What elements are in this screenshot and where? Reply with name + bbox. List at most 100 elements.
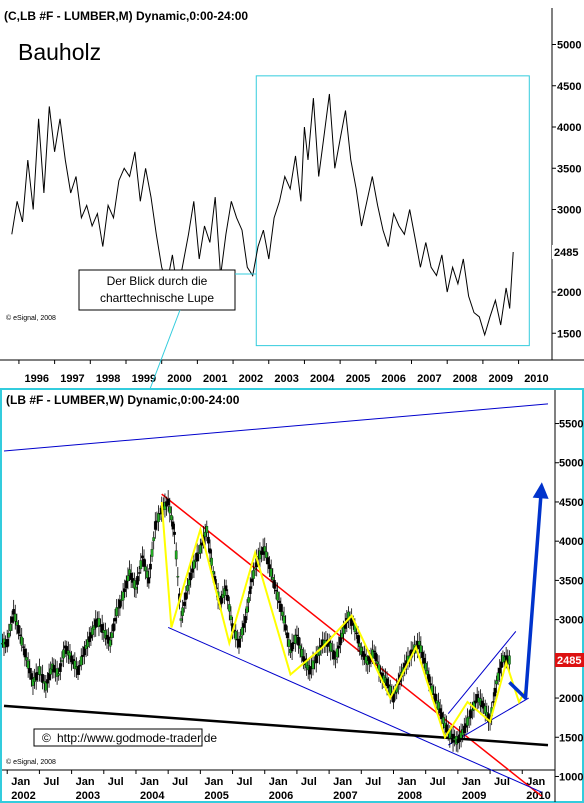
candle-body-206 [332,650,336,660]
top-panel: (C,LB #F - LUMBER,M) Dynamic,0:00-24:00 … [0,8,584,390]
bottom-x-tick-label-8: Jan [269,776,288,788]
weekly-candles [1,490,511,753]
bottom-x-tick-label-11: Jul [365,776,381,788]
candle-body-126 [203,531,207,537]
bottom-x-tick-label-14: Jan [462,776,481,788]
candle-body-55 [89,632,93,639]
candle-body-220 [355,632,358,635]
candle-body-165 [266,557,270,565]
candle-body-174 [281,611,284,616]
candle-body-47 [76,666,80,675]
top-x-tick-label-9: 2005 [346,373,370,385]
candle-body-153 [247,597,250,603]
candle-body-299 [482,703,485,709]
candle-body-103 [166,498,170,506]
candle-body-170 [274,589,278,592]
bottom-x-tick-label-1: Jul [43,776,59,788]
candle-body-315 [508,655,511,665]
candle-body-284 [458,734,461,742]
candle-body-271 [437,701,440,710]
top-x-tick-label-13: 2009 [488,373,512,385]
candle-body-129 [208,548,212,554]
candle-body-14 [23,648,27,658]
candle-body-87 [141,555,144,559]
candle-body-177 [285,632,289,639]
zigzag-wave-line [160,501,527,740]
candle-body-83 [134,586,138,590]
bottom-x-tick-label-12: Jan [397,776,416,788]
bottom-x-tick-label-0: Jan [11,776,30,788]
candle-body-150 [242,623,246,628]
candle-body-152 [245,606,249,613]
candle-body-69 [112,623,115,632]
rising-channel-high-line [447,631,517,715]
candle-body-232 [374,652,378,662]
candle-body-16 [26,660,30,669]
candle-body-276 [445,724,448,733]
bottom-x-tick-label-9: Jul [301,776,317,788]
candle-body-280 [451,733,455,743]
candle-body-88 [142,558,146,567]
top-x-tick-label-10: 2006 [381,373,405,385]
candle-body-145 [234,630,238,640]
bottom-x-tick-label-5: Jul [172,776,188,788]
candle-body-17 [28,667,32,674]
candle-body-21 [34,672,38,681]
top-x-tick-label-14: 2010 [524,373,548,385]
url-box [33,728,203,747]
chart-label-bauholz: Bauholz [18,39,101,65]
bottom-x-tick-label-4: Jan [140,776,159,788]
candle-body-92 [149,563,152,570]
bottom-x-tick-label-6: Jan [204,776,223,788]
bottom-x-tick-year-14: 2009 [462,790,486,802]
candle-body-195 [314,654,318,664]
candle-body-11 [18,634,22,637]
bottom-x-tick-labels: Jan 2002 Jul Jan 2003 Jul Jan 2004 Jul Jan 2005 Jul… [6,770,551,802]
candle-body-136 [219,595,223,605]
bottom-y-tick-label-5: 3500 [559,575,583,587]
candle-body-10 [17,625,20,634]
top-y-tick-label-0: 1500 [557,328,581,340]
candle-body-109 [176,576,180,578]
candle-body-56 [91,627,94,635]
candle-body-79 [128,569,131,576]
candle-body-241 [388,685,392,695]
candle-body-263 [424,662,428,671]
candle-body-172 [277,600,281,604]
top-x-tick-label-0: 1996 [25,373,49,385]
bottom-x-tick-label-2: Jan [76,776,95,788]
top-y-tick-labels: 15002000250030003500400045005000 [552,40,581,340]
candle-body-151 [244,616,247,624]
zoom-highlight-box [255,75,530,347]
candle-body-105 [170,515,173,521]
candle-body-8 [13,613,17,622]
down-trend-line [161,493,543,797]
candle-body-261 [421,651,424,658]
bottom-copyright: © eSignal, 2008 [6,758,56,766]
candle-body-137 [221,594,225,598]
candle-body-305 [491,701,495,703]
candle-body-37 [60,660,64,662]
candle-body-80 [129,572,133,580]
candle-body-180 [290,642,294,652]
candle-body-85 [137,572,141,574]
candle-body-35 [57,673,61,676]
candle-body-212 [342,626,345,634]
bottom-current-price-tag [555,653,584,667]
candle-body-73 [118,599,122,609]
candle-body-23 [38,666,41,675]
candle-body-25 [41,674,44,683]
candle-body-138 [223,588,226,596]
candle-body-300 [483,705,487,714]
candle-body-164 [264,551,268,559]
candle-body-5 [9,623,12,631]
candle-body-302 [487,713,490,722]
bottom-x-tick-label-16: Jan [526,776,545,788]
candle-body-9 [15,621,19,626]
candle-body-239 [385,678,389,687]
candle-body-13 [21,646,25,648]
candle-body-89 [144,566,147,571]
candle-body-51 [83,646,86,656]
top-y-tick-label-7: 5000 [557,40,581,52]
candle-body-70 [113,617,117,622]
